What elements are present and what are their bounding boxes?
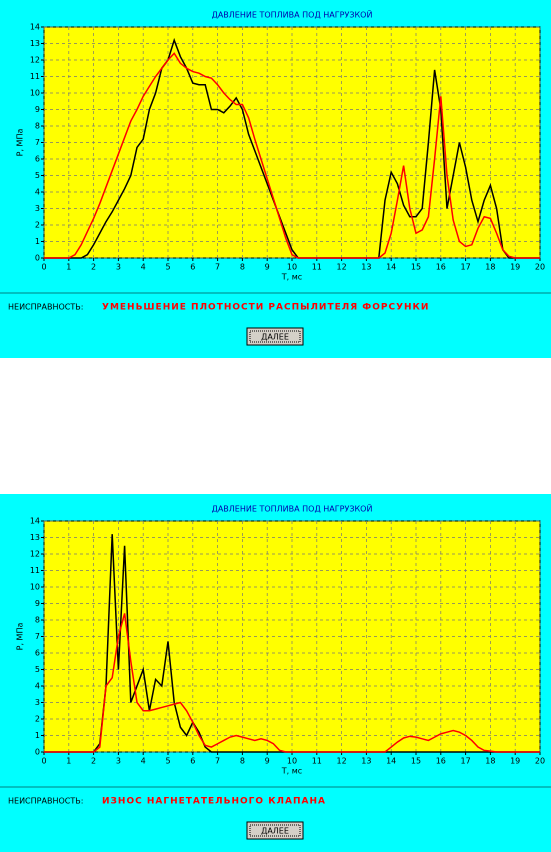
- y-tick-label: 6: [35, 155, 40, 164]
- x-tick-label: 16: [436, 263, 446, 272]
- x-tick-label: 10: [287, 263, 297, 272]
- y-tick-label: 10: [30, 89, 40, 98]
- x-tick-label: 19: [510, 263, 520, 272]
- x-tick-label: 15: [411, 263, 421, 272]
- y-tick-label: 8: [35, 616, 40, 625]
- x-tick-label: 0: [41, 757, 46, 766]
- x-tick-label: 19: [510, 757, 520, 766]
- x-axis-label: T, мс: [281, 767, 302, 776]
- y-tick-label: 5: [35, 171, 40, 180]
- y-axis-label: P, МПа: [16, 623, 25, 651]
- x-tick-label: 1: [66, 263, 71, 272]
- x-tick-label: 5: [165, 757, 170, 766]
- y-tick-label: 11: [30, 72, 40, 81]
- x-tick-label: 15: [411, 757, 421, 766]
- data-line: [44, 613, 540, 753]
- chart-title: ДАВЛЕНИЕ ТОПЛИВА ПОД НАГРУЗКОЙ: [212, 503, 373, 514]
- button[interactable]: [246, 821, 304, 840]
- y-tick-label: 2: [35, 221, 40, 230]
- y-tick-label: 3: [35, 204, 40, 213]
- x-axis-label: T, мс: [281, 273, 302, 282]
- button-focus: [249, 824, 301, 837]
- y-tick-label: 4: [35, 682, 40, 691]
- x-tick-label: 2: [91, 757, 96, 766]
- x-tick-label: 17: [461, 263, 471, 272]
- x-tick-label: 4: [141, 757, 146, 766]
- x-tick-label: 4: [141, 263, 146, 272]
- y-tick-label: 1: [35, 237, 40, 246]
- x-tick-label: 8: [240, 757, 245, 766]
- x-tick-label: 13: [361, 757, 371, 766]
- y-tick-label: 13: [30, 533, 40, 542]
- x-tick-label: 3: [116, 263, 121, 272]
- y-tick-label: 10: [30, 583, 40, 592]
- y-tick-label: 7: [35, 138, 40, 147]
- x-tick-label: 3: [116, 757, 121, 766]
- x-tick-label: 11: [312, 263, 322, 272]
- y-tick-label: 12: [30, 550, 40, 559]
- x-tick-label: 6: [190, 263, 195, 272]
- fault-label: НЕИСПРАВНОСТЬ:: [8, 797, 83, 806]
- button-label[interactable]: ДАЛЕЕ: [261, 333, 289, 342]
- x-tick-label: 11: [312, 757, 322, 766]
- y-tick-label: 8: [35, 122, 40, 131]
- x-tick-label: 7: [215, 263, 220, 272]
- data-line: [44, 37, 540, 259]
- y-tick-label: 1: [35, 731, 40, 740]
- x-tick-label: 2: [91, 263, 96, 272]
- x-tick-label: 18: [485, 263, 495, 272]
- x-tick-label: 17: [461, 757, 471, 766]
- y-tick-label: 11: [30, 566, 40, 575]
- x-tick-label: 14: [386, 757, 396, 766]
- x-tick-label: 9: [265, 263, 270, 272]
- y-tick-label: 4: [35, 188, 40, 197]
- y-axis-label: P, МПа: [16, 129, 25, 157]
- x-tick-label: 20: [535, 263, 545, 272]
- y-tick-label: 14: [30, 23, 40, 32]
- x-tick-label: 13: [361, 263, 371, 272]
- y-tick-label: 0: [35, 748, 40, 757]
- y-tick-label: 13: [30, 39, 40, 48]
- button[interactable]: [246, 327, 304, 346]
- x-tick-label: 10: [287, 757, 297, 766]
- y-tick-label: 7: [35, 632, 40, 641]
- chart-title: ДАВЛЕНИЕ ТОПЛИВА ПОД НАГРУЗКОЙ: [212, 9, 373, 20]
- y-tick-label: 14: [30, 517, 40, 526]
- fault-text: ИЗНОС НАГНЕТАТЕЛЬНОГО КЛАПАНА: [102, 797, 326, 807]
- x-tick-label: 1: [66, 757, 71, 766]
- fault-text: УМЕНЬШЕНИЕ ПЛОТНОСТИ РАСПЫЛИТЕЛЯ ФОРСУНК…: [102, 303, 429, 313]
- x-tick-label: 18: [485, 757, 495, 766]
- y-tick-label: 0: [35, 254, 40, 263]
- y-tick-label: 9: [35, 599, 40, 608]
- y-tick-label: 5: [35, 665, 40, 674]
- button-focus: [249, 330, 301, 343]
- y-tick-label: 6: [35, 649, 40, 658]
- x-tick-label: 20: [535, 757, 545, 766]
- fault-label: НЕИСПРАВНОСТЬ:: [8, 303, 83, 312]
- x-tick-label: 0: [41, 263, 46, 272]
- x-tick-label: 8: [240, 263, 245, 272]
- x-tick-label: 14: [386, 263, 396, 272]
- data-line: [44, 52, 540, 259]
- y-tick-label: 9: [35, 105, 40, 114]
- button-label[interactable]: ДАЛЕЕ: [261, 827, 289, 836]
- y-tick-label: 2: [35, 715, 40, 724]
- x-tick-label: 7: [215, 757, 220, 766]
- y-tick-label: 12: [30, 56, 40, 65]
- x-tick-label: 12: [337, 263, 347, 272]
- y-tick-label: 3: [35, 698, 40, 707]
- x-tick-label: 16: [436, 757, 446, 766]
- x-tick-label: 6: [190, 757, 195, 766]
- x-tick-label: 5: [165, 263, 170, 272]
- x-tick-label: 12: [337, 757, 347, 766]
- x-tick-label: 9: [265, 757, 270, 766]
